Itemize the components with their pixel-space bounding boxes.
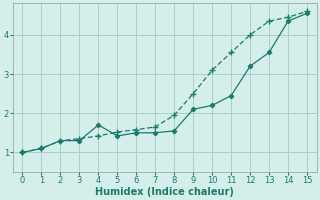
X-axis label: Humidex (Indice chaleur): Humidex (Indice chaleur) xyxy=(95,187,234,197)
